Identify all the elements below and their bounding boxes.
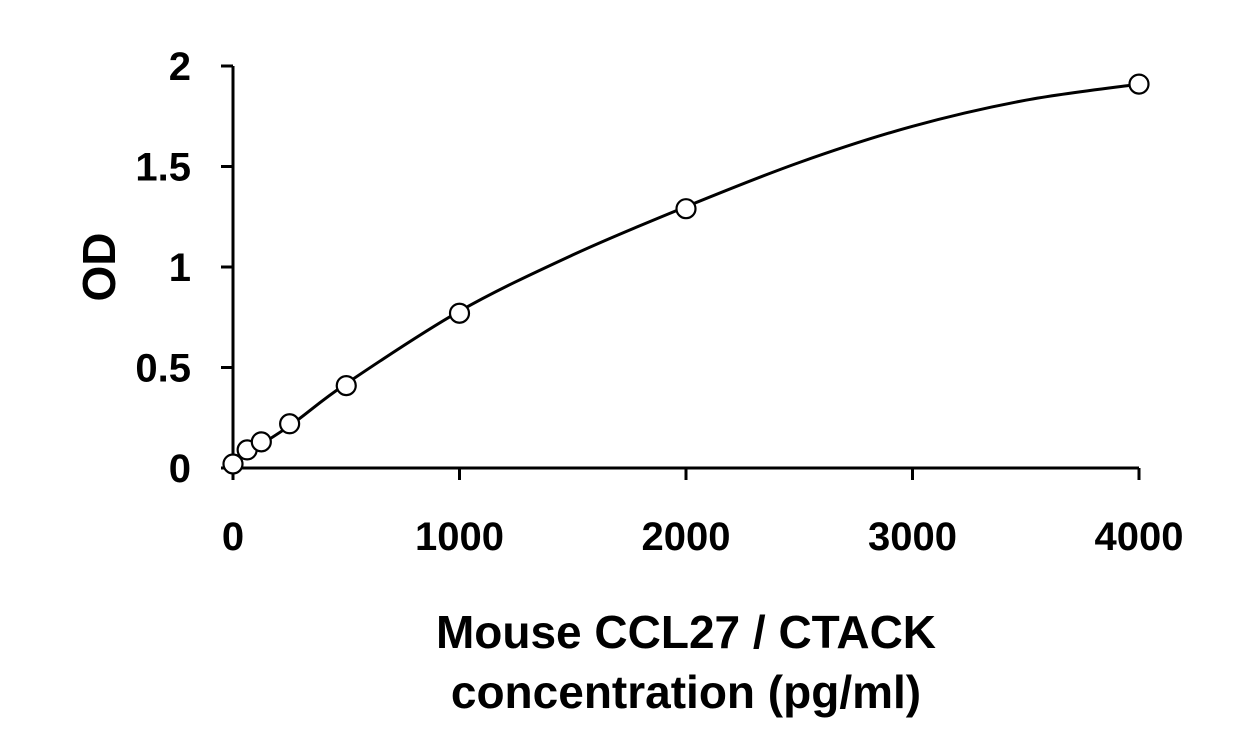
x-tick-label: 4000	[1095, 515, 1184, 559]
data-point	[250, 431, 272, 453]
data-point	[335, 374, 357, 397]
x-axis-title-line-1: Mouse CCL27 / CTACK	[436, 606, 936, 658]
x-tick-label: 0	[222, 515, 244, 559]
data-point	[1128, 73, 1150, 95]
data-point	[448, 302, 471, 324]
y-tick-label: 1.5	[135, 146, 191, 190]
data-point	[279, 413, 301, 435]
data-point	[222, 453, 244, 475]
data-point	[675, 198, 697, 220]
x-tick-label: 2000	[642, 515, 731, 559]
data-points	[222, 73, 1150, 475]
x-tick-label: 3000	[868, 515, 957, 559]
y-ticks: 0 0.5 1 1.5 2	[135, 45, 233, 491]
y-tick-label: 0.5	[135, 347, 191, 391]
fit-curve	[232, 82, 1140, 464]
y-axis-title: OD	[73, 233, 125, 302]
x-ticks: 0 1000 2000 3000 4000	[222, 468, 1184, 559]
y-tick-label: 1	[169, 246, 191, 290]
x-tick-label: 1000	[415, 515, 504, 559]
y-tick-label: 2	[169, 45, 191, 89]
chart-axes	[231, 66, 1139, 470]
x-axis-title-line-2: concentration (pg/ml)	[451, 666, 921, 718]
y-tick-label: 0	[169, 447, 191, 491]
